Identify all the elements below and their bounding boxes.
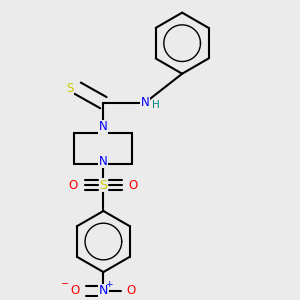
Text: S: S [99,179,107,192]
Text: N: N [99,120,108,133]
Text: −: − [61,279,69,289]
Text: +: + [105,280,113,289]
Text: O: O [127,284,136,297]
Text: O: O [129,179,138,192]
Text: N: N [99,284,108,297]
Text: S: S [66,82,73,95]
Text: H: H [152,100,159,110]
Text: O: O [71,284,80,297]
Text: N: N [141,96,150,109]
Text: N: N [99,155,108,168]
Text: O: O [69,179,78,192]
